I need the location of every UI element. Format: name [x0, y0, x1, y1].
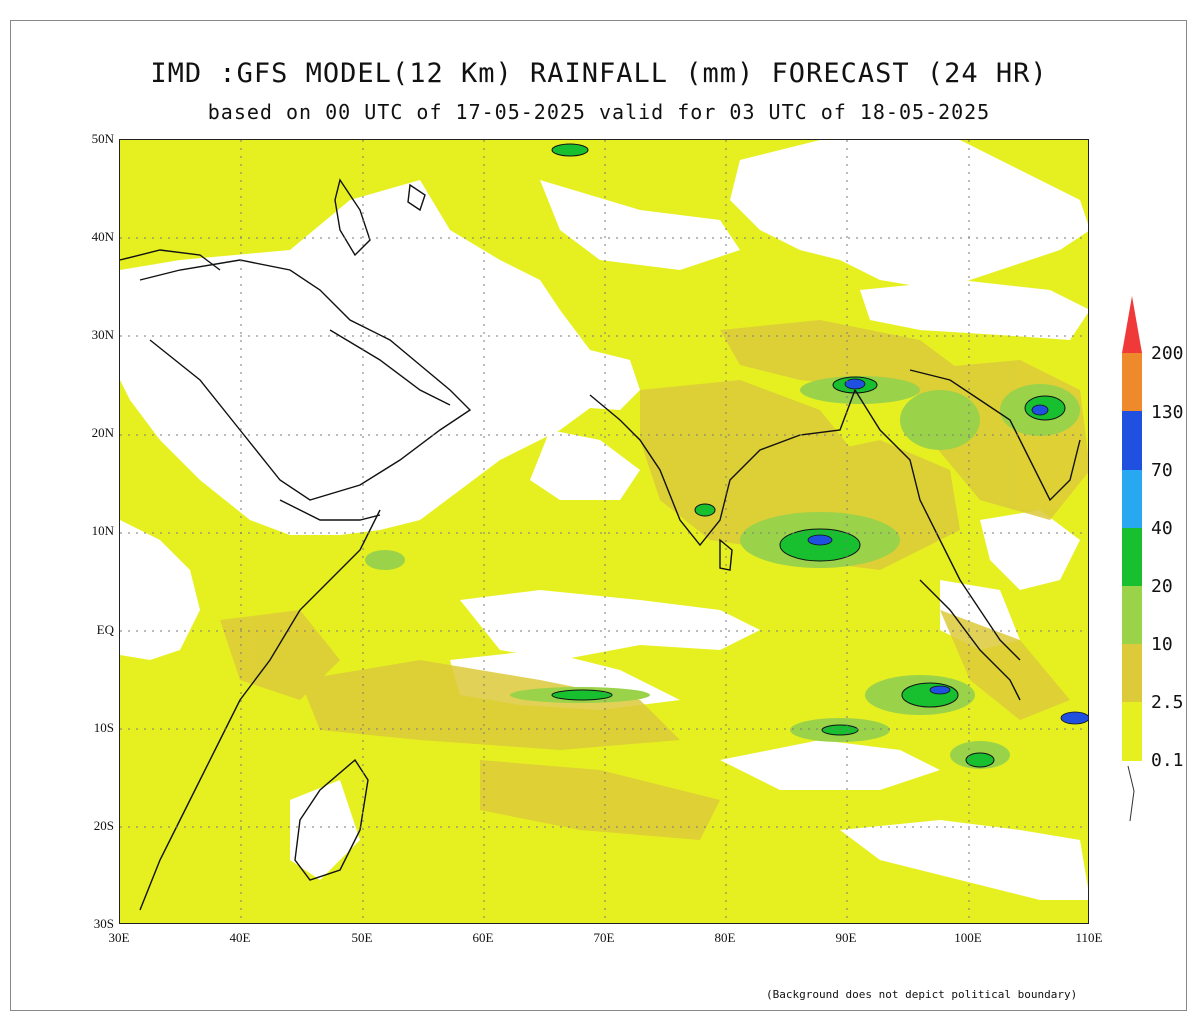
rainfall-field — [120, 140, 1088, 923]
coast-indochina — [909, 369, 1081, 502]
coast-arabia — [139, 259, 472, 501]
colorbar-label-10: 10 — [1151, 634, 1173, 655]
mod-south-ocean — [480, 760, 720, 840]
dry-north-belt — [540, 180, 740, 270]
chart-title: IMD :GFS MODEL(12 Km) RAINFALL (mm) FORE… — [150, 58, 1048, 89]
colorbar-label-70: 70 — [1151, 460, 1173, 481]
intense-rain-cores — [807, 378, 1088, 725]
coast-sumatra — [919, 579, 1021, 701]
colorbar-label-2.5: 2.5 — [1151, 692, 1184, 713]
coast-india — [589, 389, 856, 547]
figure-frame — [10, 20, 1187, 1011]
lat-label-50n: 50N — [91, 131, 114, 146]
dry-andaman — [980, 510, 1080, 590]
core-south — [929, 685, 951, 695]
lon-label-100e: 100E — [954, 930, 982, 945]
coast-east-africa — [139, 509, 381, 911]
coastlines — [120, 178, 1081, 911]
dry-madagascar — [290, 780, 360, 880]
vh-south-2 — [821, 724, 859, 736]
colorbar-label-200: 200 — [1151, 343, 1184, 364]
lat-label-30s: 30S — [93, 916, 114, 931]
coast-malay — [939, 539, 1021, 661]
colorbar-swatch-40-70 — [1122, 470, 1142, 528]
chart-subtitle: based on 00 UTC of 17-05-2025 valid for … — [207, 100, 991, 124]
colorbar-top-triangle — [1122, 296, 1142, 353]
dry-africa — [120, 520, 200, 660]
dry-equator-band — [460, 590, 760, 660]
heavy-myanmar — [900, 390, 980, 450]
vh-south — [901, 682, 959, 708]
lat-label-eq: EQ — [96, 622, 114, 637]
colorbar-label-40: 40 — [1151, 518, 1173, 539]
colorbar-swatch-20-40 — [1122, 528, 1142, 586]
colorbar-swatch-70-130 — [1122, 411, 1142, 470]
lat-label-20s: 20S — [93, 818, 114, 833]
heavy-rain-areas — [365, 376, 1080, 769]
colorbar-label-0.1: 0.1 — [1151, 750, 1184, 771]
colorbar-swatch-130-200 — [1122, 353, 1142, 411]
colorbar-label-20: 20 — [1151, 576, 1173, 597]
colorbar-swatch-10-20 — [1122, 586, 1142, 644]
colorbar — [1122, 296, 1142, 822]
coast-madagascar — [294, 758, 369, 881]
graticule — [120, 140, 1088, 923]
core-se — [1060, 711, 1088, 725]
vh-java — [965, 752, 995, 768]
lon-label-30e: 30E — [108, 930, 130, 945]
core-bangladesh — [844, 378, 866, 390]
lat-label-10n: 10N — [91, 523, 114, 538]
colorbar-label-130: 130 — [1151, 402, 1184, 423]
dry-arabia — [120, 240, 640, 535]
vh-ne — [551, 143, 589, 157]
dry-south-2 — [720, 740, 940, 790]
lon-label-50e: 50E — [351, 930, 373, 945]
coast-bay-east — [854, 389, 941, 541]
lat-label-40n: 40N — [91, 229, 114, 244]
coast-persian-gulf — [329, 329, 451, 406]
lat-label-10s: 10S — [93, 720, 114, 735]
lon-label-70e: 70E — [593, 930, 615, 945]
colorbar-bottom-tick — [1127, 765, 1135, 822]
rainfall-map — [119, 139, 1089, 924]
dry-arabian-sea — [530, 430, 640, 500]
coast-mediterranean — [120, 249, 221, 271]
lon-label-80e: 80E — [714, 930, 736, 945]
mod-east-africa — [220, 610, 340, 700]
heavy-somalia — [365, 550, 405, 570]
coast-somalia — [279, 499, 381, 521]
colorbar-swatch-2.5-10 — [1122, 644, 1142, 702]
mod-sumatra — [940, 610, 1070, 720]
lon-label-60e: 60E — [472, 930, 494, 945]
dry-se — [840, 820, 1088, 900]
vh-arabian — [551, 689, 613, 701]
vh-sri — [694, 503, 716, 517]
lon-label-90e: 90E — [835, 930, 857, 945]
mod-himalaya — [720, 320, 960, 390]
lon-label-110e: 110E — [1075, 930, 1103, 945]
colorbar-swatch-0.1-2.5 — [1122, 702, 1142, 761]
dry-tibet — [860, 280, 1088, 340]
footnote: (Background does not depict political bo… — [766, 988, 1078, 1001]
dry-central-asia — [730, 140, 1088, 290]
dry-persia — [290, 180, 500, 260]
lat-label-20n: 20N — [91, 425, 114, 440]
coast-srilanka — [719, 538, 733, 571]
coast-caspian — [334, 178, 371, 257]
core-indochina — [1031, 404, 1049, 416]
lat-label-30n: 30N — [91, 327, 114, 342]
mod-equatorial — [300, 660, 680, 750]
lon-label-40e: 40E — [229, 930, 251, 945]
core-bay — [807, 534, 833, 546]
coast-aral — [407, 183, 426, 212]
